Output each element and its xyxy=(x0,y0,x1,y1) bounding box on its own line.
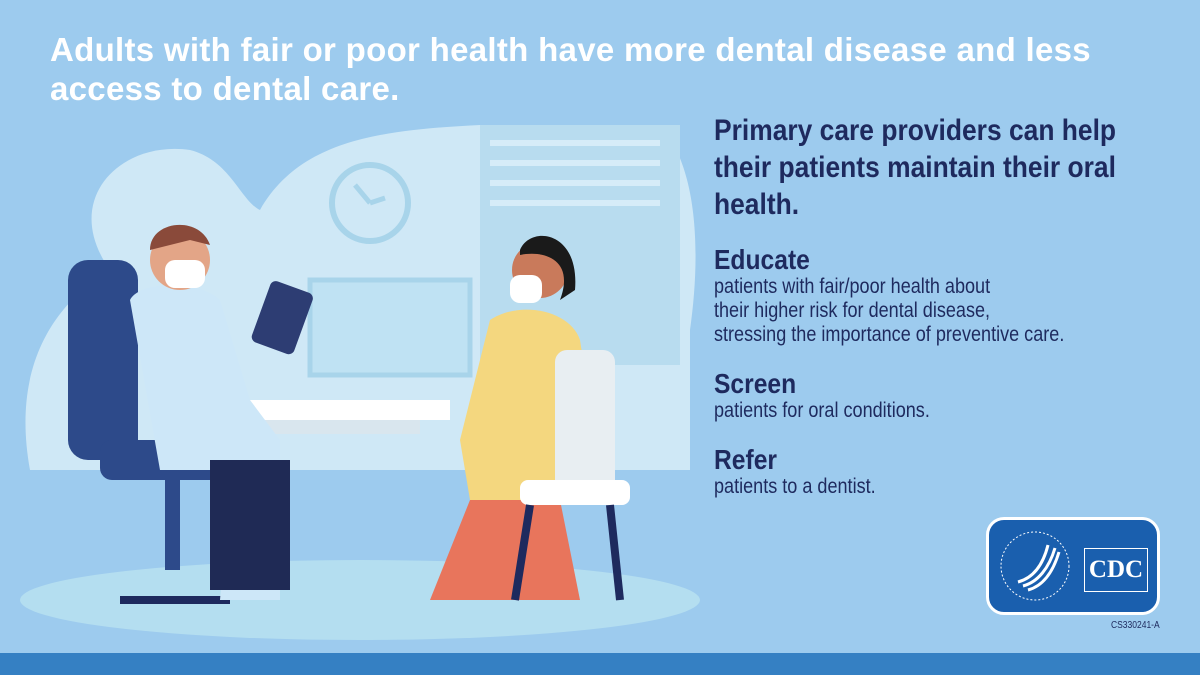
section-text: patients for oral conditions. xyxy=(714,399,930,422)
section-title: Refer xyxy=(714,444,778,475)
hhs-eagle-icon xyxy=(1000,531,1070,601)
section-title: Educate xyxy=(714,244,810,275)
document-code: CS330241-A xyxy=(1111,620,1160,631)
hhs-cdc-logo: CDC xyxy=(986,517,1160,615)
clock-icon xyxy=(329,162,411,244)
lead-text: Primary care providers can help their pa… xyxy=(714,114,1117,221)
footer-bar xyxy=(0,653,1200,675)
section-text: patients to a dentist. xyxy=(714,475,876,498)
info-panel: Primary care providers can help their pa… xyxy=(714,112,1184,521)
monitor xyxy=(307,277,473,378)
cdc-wordmark: CDC xyxy=(1084,548,1148,592)
section-screen: Screen patients for oral conditions. xyxy=(714,369,1184,423)
section-educate: Educate patients with fair/poor health a… xyxy=(714,245,1184,347)
desk xyxy=(200,400,450,420)
section-title: Screen xyxy=(714,368,797,399)
office-chair xyxy=(68,260,138,460)
doctor-patient-illustration xyxy=(20,125,700,640)
tablet xyxy=(251,281,313,355)
headline: Adults with fair or poor health have mor… xyxy=(50,31,1091,107)
patient-chair xyxy=(555,350,615,500)
section-text: patients with fair/poor health about the… xyxy=(714,275,1065,346)
section-refer: Refer patients to a dentist. xyxy=(714,445,1184,499)
